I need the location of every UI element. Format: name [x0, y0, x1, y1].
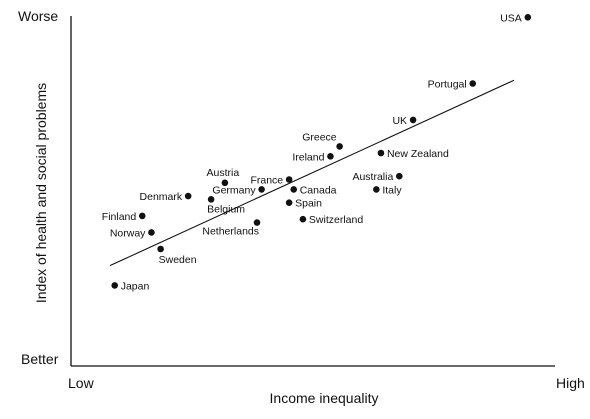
point-group-usa: USA: [500, 12, 532, 24]
x-axis-title: Income inequality: [270, 390, 379, 406]
point-group-greece: Greece: [302, 131, 343, 150]
point-switzerland: [299, 215, 307, 223]
point-group-ireland: Ireland: [292, 151, 334, 163]
point-canada: [290, 186, 298, 193]
point-ireland: [327, 153, 334, 160]
point-label-spain: Spain: [295, 198, 322, 210]
point-denmark: [184, 192, 192, 200]
point-group-germany: Germany: [212, 184, 265, 196]
point-label-portugal: Portugal: [428, 79, 467, 91]
point-label-austria: Austria: [207, 167, 240, 179]
y-axis-high-label: Worse: [18, 8, 58, 24]
point-sweden: [157, 245, 164, 253]
point-label-canada: Canada: [300, 184, 337, 196]
point-group-italy: Italy: [373, 184, 402, 196]
point-group-spain: Spain: [285, 198, 322, 210]
point-belgium: [207, 196, 215, 203]
point-portugal: [469, 80, 477, 87]
y-axis-title: Index of health and social problems: [33, 83, 49, 303]
point-japan: [111, 282, 119, 289]
point-spain: [285, 199, 293, 206]
trend-line: [109, 79, 515, 267]
point-label-greece: Greece: [302, 131, 337, 143]
points-layer: USA Portugal UK Greece Ireland New Zealand Aus…: [102, 12, 532, 292]
point-group-austria: Austria: [207, 167, 240, 187]
point-label-norway: Norway: [110, 227, 146, 239]
point-greece: [336, 143, 343, 150]
point-label-netherlands: Netherlands: [202, 226, 259, 238]
x-axis-high-label: High: [556, 375, 585, 391]
point-australia: [396, 172, 403, 180]
point-label-australia: Australia: [352, 171, 393, 183]
point-usa: [524, 14, 532, 21]
point-france: [285, 176, 293, 183]
point-uk: [409, 116, 417, 124]
point-group-switzerland: Switzerland: [299, 214, 363, 226]
point-finland: [138, 212, 146, 220]
x-axis-low-label: Low: [68, 375, 95, 391]
point-label-usa: USA: [500, 12, 522, 24]
point-label-japan: Japan: [121, 280, 150, 292]
point-label-new-zealand: New Zealand: [387, 148, 449, 160]
point-label-france: France: [250, 175, 283, 187]
point-group-new-zealand: New Zealand: [377, 148, 449, 160]
point-group-france: France: [250, 175, 293, 187]
point-group-norway: Norway: [110, 227, 155, 239]
point-group-belgium: Belgium: [207, 196, 245, 215]
point-label-finland: Finland: [102, 211, 137, 223]
point-norway: [148, 229, 155, 236]
point-label-denmark: Denmark: [140, 191, 183, 203]
point-group-denmark: Denmark: [140, 191, 192, 203]
y-axis-low-label: Better: [21, 351, 59, 367]
point-group-netherlands: Netherlands: [202, 219, 261, 238]
point-label-ireland: Ireland: [292, 151, 324, 163]
point-netherlands: [253, 219, 261, 226]
axes: [70, 16, 555, 367]
point-group-canada: Canada: [290, 184, 337, 196]
point-label-belgium: Belgium: [207, 203, 245, 215]
point-group-uk: UK: [392, 115, 417, 127]
point-group-australia: Australia: [352, 171, 403, 183]
point-group-japan: Japan: [111, 280, 149, 292]
point-new-zealand: [377, 149, 385, 157]
point-group-portugal: Portugal: [428, 79, 477, 91]
point-italy: [373, 186, 380, 193]
point-label-germany: Germany: [212, 184, 256, 196]
point-group-sweden: Sweden: [157, 245, 197, 266]
point-germany: [258, 186, 265, 193]
point-group-finland: Finland: [102, 211, 146, 223]
point-label-italy: Italy: [382, 184, 402, 196]
point-label-sweden: Sweden: [159, 254, 197, 266]
point-austria: [221, 179, 229, 187]
point-label-switzerland: Switzerland: [309, 214, 363, 226]
point-label-uk: UK: [392, 115, 407, 127]
